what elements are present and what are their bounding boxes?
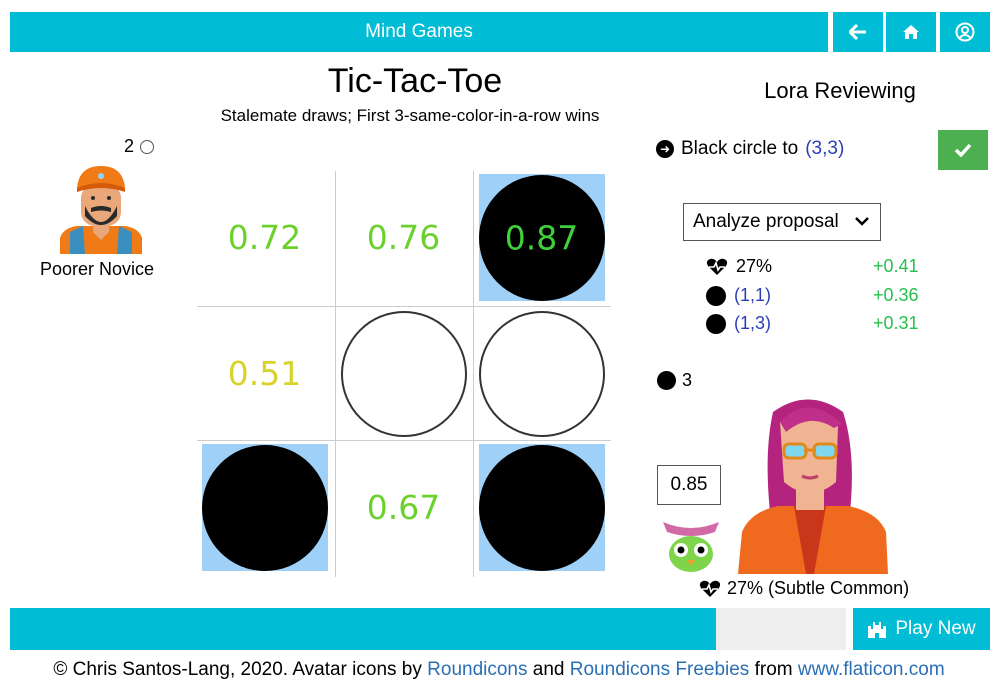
- rating-box: 0.85: [657, 465, 721, 505]
- back-button[interactable]: [833, 12, 883, 52]
- move-score: 0.72: [227, 218, 302, 257]
- black-piece: [478, 444, 605, 571]
- black-circle-icon: [706, 313, 726, 334]
- analysis-row: 27% +0.41: [706, 256, 926, 277]
- play-new-button[interactable]: Play New: [853, 608, 990, 650]
- black-piece: [201, 444, 328, 571]
- white-piece: [478, 310, 605, 437]
- black-circle-icon: [657, 371, 676, 390]
- left-score-value: 2: [124, 136, 135, 156]
- grid-line: [197, 440, 611, 441]
- board-cell-2-1[interactable]: 0.51: [197, 307, 332, 440]
- heartbeat-icon: [706, 258, 728, 275]
- move-score: 0.51: [227, 354, 302, 393]
- grid-line: [197, 306, 611, 307]
- roundicons-link[interactable]: Roundicons: [427, 659, 528, 680]
- arrow-left-icon: [849, 24, 866, 40]
- status-bar: [10, 608, 716, 650]
- roundicons-freebies-link[interactable]: Roundicons Freebies: [569, 659, 750, 680]
- castle-icon: [868, 622, 887, 638]
- proposed-move-text: Black circle to: [681, 138, 799, 159]
- status-box: [716, 608, 846, 650]
- game-rules: Stalemate draws; First 3-same-color-in-a…: [220, 106, 600, 125]
- reviewer-title: Lora Reviewing: [764, 78, 916, 103]
- play-new-label: Play New: [895, 618, 976, 639]
- footer-credits: © Chris Santos-Lang, 2020. Avatar icons …: [0, 659, 998, 681]
- arrow-circle-right-icon: ➜: [656, 140, 674, 158]
- analysis-delta: +0.31: [873, 313, 919, 333]
- heartbeat-icon: [699, 580, 721, 597]
- owl-icon: [663, 522, 719, 572]
- footer-and: and: [527, 659, 570, 680]
- reviewer-health: 27% (Subtle Common): [699, 578, 909, 599]
- analysis-label: (1,1): [734, 285, 772, 305]
- proposed-move: ➜ Black circle to (3,3): [656, 138, 844, 160]
- right-score-value: 3: [682, 370, 693, 390]
- board-cell-1-2[interactable]: 0.76: [336, 171, 471, 304]
- white-piece: [340, 310, 467, 437]
- checkmark-icon: [954, 143, 972, 157]
- move-score: 0.87: [504, 218, 579, 257]
- footer-prefix: © Chris Santos-Lang, 2020. Avatar icons …: [53, 659, 428, 680]
- board-cell-2-3[interactable]: [474, 307, 609, 440]
- account-button[interactable]: [940, 12, 990, 52]
- board-cell-3-2[interactable]: 0.67: [336, 441, 471, 574]
- board-cell-1-3[interactable]: 0.87: [474, 171, 609, 304]
- analyze-select-value: Analyze proposal: [693, 211, 839, 232]
- analysis-delta: +0.36: [873, 285, 919, 305]
- home-button[interactable]: [886, 12, 936, 52]
- left-player-score: 2: [124, 136, 155, 157]
- move-score: 0.76: [366, 218, 441, 257]
- board-cell-3-3[interactable]: [474, 441, 609, 574]
- footer-from: from: [749, 659, 798, 680]
- chevron-down-icon: [855, 217, 869, 226]
- analysis-delta: +0.41: [873, 256, 919, 276]
- analysis-label: (1,3): [734, 313, 772, 333]
- board-cell-1-1[interactable]: 0.72: [197, 171, 332, 304]
- novice-avatar: [60, 166, 142, 254]
- game-board: 0.72 0.76 0.87 0.51 0.67: [197, 171, 611, 577]
- analysis-row: (1,3) +0.31: [706, 313, 926, 334]
- app-title-bar: Mind Games: [10, 12, 828, 52]
- game-title: Tic-Tac-Toe: [327, 62, 503, 100]
- reviewer-avatar: [738, 399, 888, 574]
- grid-line: [473, 171, 474, 577]
- black-circle-icon: [706, 285, 726, 306]
- app-title: Mind Games: [365, 21, 473, 42]
- white-circle-icon: [140, 139, 155, 154]
- board-cell-2-2[interactable]: [336, 307, 471, 440]
- user-circle-icon: [955, 22, 975, 42]
- left-player-name: Poorer Novice: [39, 259, 155, 279]
- analysis-row: (1,1) +0.36: [706, 285, 926, 306]
- board-cell-3-1[interactable]: [197, 441, 332, 574]
- confirm-move-button[interactable]: [938, 130, 988, 170]
- home-icon: [903, 25, 919, 39]
- right-player-score: 3: [657, 370, 692, 391]
- grid-line: [335, 171, 336, 577]
- analysis-label: 27%: [736, 256, 773, 276]
- black-piece: 0.87: [478, 174, 605, 301]
- reviewer-health-text: 27% (Subtle Common): [727, 578, 910, 598]
- proposed-move-coord: (3,3): [805, 138, 845, 159]
- move-score: 0.67: [366, 488, 441, 527]
- analyze-select[interactable]: Analyze proposal: [683, 203, 881, 241]
- flaticon-link[interactable]: www.flaticon.com: [797, 659, 945, 680]
